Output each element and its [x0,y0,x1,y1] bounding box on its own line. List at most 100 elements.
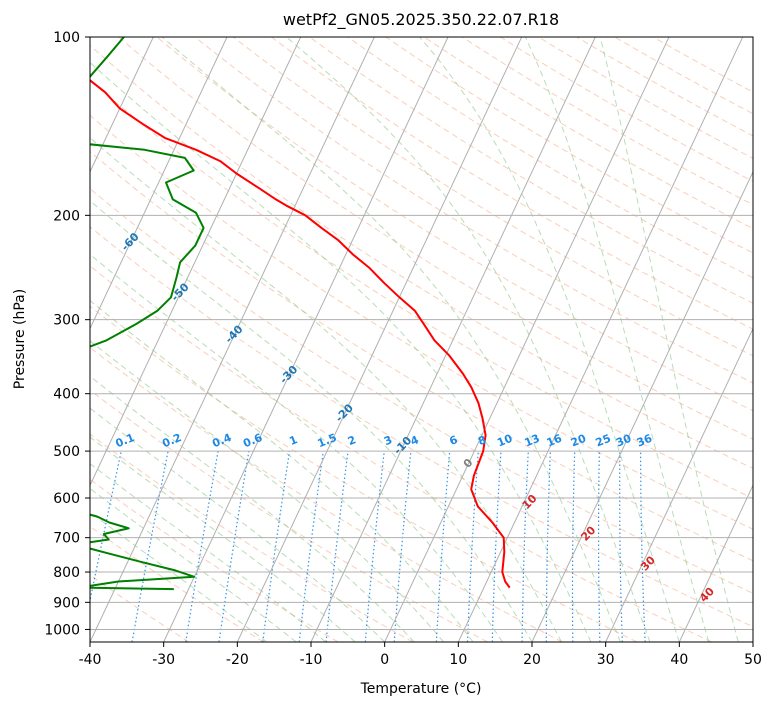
mixing-ratio-line [598,451,601,642]
isotherm-label: -60 [119,230,142,254]
dry-adiabat [90,150,753,562]
isotherm-line [0,37,6,642]
mixing-ratio-label: 2 [346,433,358,448]
moist-adiabat [90,375,415,642]
isotherm-line [384,37,670,642]
x-tick-label: 30 [597,652,615,668]
moist-adiabat [90,407,386,642]
plot-frame [89,36,754,643]
dry-adiabat [90,346,563,642]
moist-adiabat [524,37,710,642]
dry-adiabat [652,37,753,93]
x-tick-label: 50 [744,652,762,668]
x-tick-label: 0 [380,652,389,668]
isotherm-line [163,37,449,642]
dry-adiabat [90,265,712,642]
moist-adiabat [90,200,533,642]
dry-adiabat [232,37,753,357]
mixing-ratio-line [131,450,169,642]
x-tick-label: -40 [79,652,102,668]
chart-title: wetPf2_GN05.2025.350.22.07.R18 [283,10,559,30]
isotherm-line [90,37,228,330]
isotherm-line [457,37,744,642]
mixing-ratio-label: 8 [476,433,488,448]
isotherm-line [236,37,523,642]
mixing-ratio-line [262,451,291,642]
mixing-ratio-line [619,451,623,642]
dry-adiabat [90,305,638,642]
profile-lines [90,37,511,591]
isotherm-label: -80 [19,129,42,153]
y-tick-label: 100 [53,30,80,46]
dry-adiabat [194,37,753,384]
dry-adiabat [614,37,753,115]
isotherm-label: -50 [169,280,192,304]
mixing-ratio-line [90,450,122,604]
isotherm-line [605,327,753,642]
moist-adiabat [90,436,356,642]
dry-adiabat [156,37,753,412]
dry-adiabat [576,37,753,137]
mixing-ratio-label: 0.4 [210,431,233,450]
dewpoint-line [90,37,205,591]
x-tick-label: -10 [300,652,323,668]
isotherm-line [90,37,302,487]
isotherm-label: -40 [222,322,245,346]
dry-adiabat [90,226,753,628]
theta-label: 30 [638,553,658,573]
mixing-ratio-label: 25 [594,432,613,450]
dry-adiabat [385,37,753,254]
moist-adiabat [90,463,327,642]
mixing-ratio-line [571,451,576,642]
isotherm-line [90,37,154,173]
dry-adiabat [538,37,753,159]
isotherm-line [90,37,375,642]
mixing-ratio-label: 3 [382,433,394,448]
isotherm-label: -20 [333,401,356,425]
dry-adiabat [90,389,488,642]
dry-adiabat [90,478,339,642]
y-tick-label: 500 [53,444,80,460]
isotherm-line [310,37,596,642]
theta-label: 20 [578,523,598,543]
dry-adiabat [90,44,753,470]
y-tick-label: 400 [53,387,80,403]
dry-adiabat [90,114,753,530]
theta-label: 10 [520,492,540,512]
mixing-ratio-line [640,451,646,642]
mixing-ratio-label: 0.1 [114,431,137,450]
moist-adiabat [90,340,444,642]
mixing-ratio-line [435,451,451,642]
dry-adiabat [90,525,264,642]
y-tick-label: 300 [53,313,80,329]
mixing-ratio-line [491,451,502,642]
y-tick-label: 200 [53,208,80,224]
moist-adiabat [90,61,592,642]
y-tick-label: 600 [53,491,80,507]
mixing-ratio-label: 0.2 [160,431,183,450]
mixing-ratio-label: 13 [523,432,542,450]
isotherm-label: 0 [461,456,476,471]
mixing-ratio-label: 20 [569,432,588,450]
x-tick-label: -30 [152,652,175,668]
dry-adiabat [90,574,190,642]
mixing-ratio-line [298,451,324,642]
x-tick-label: 40 [670,652,688,668]
dry-adiabat [118,37,753,440]
background-lines [0,37,753,642]
y-tick-label: 700 [53,531,80,547]
mixing-ratio-label: 36 [635,432,654,450]
moist-adiabat [419,37,680,642]
moist-adiabat [90,299,474,642]
y-tick-label: 1000 [44,622,80,638]
mixing-ratio-line [218,451,250,642]
isotherm-line [678,484,753,642]
x-tick-label: 20 [523,652,541,668]
moist-adiabat [90,511,268,642]
y-axis-title: Pressure (hPa) [12,289,28,389]
mixing-ratio-line [185,450,219,642]
x-tick-label: -20 [226,652,249,668]
x-axis-title: Temperature (°C) [360,681,482,697]
mixing-ratio-label: 10 [495,432,514,450]
